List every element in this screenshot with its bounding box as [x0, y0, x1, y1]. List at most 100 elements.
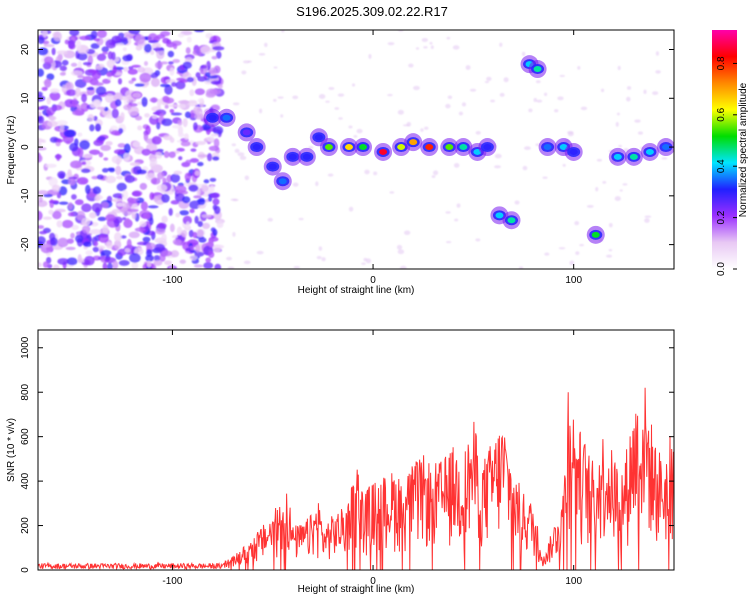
spectrogram-noise-dot — [619, 189, 623, 192]
spectrogram-noise-dot — [280, 114, 284, 118]
spectrogram-noise-blob — [169, 108, 175, 114]
spectrogram-noise-dot — [397, 109, 404, 115]
spectrogram-noise-blob — [142, 212, 151, 220]
spectrogram-noise-dot — [445, 103, 451, 109]
spectrogram-noise-dot — [567, 131, 574, 137]
spectrogram-noise-blob — [69, 30, 80, 37]
spectrogram-y-tick-label: -20 — [20, 237, 31, 252]
spectrogram-noise-blob — [180, 141, 191, 147]
spectrogram-noise-blob — [159, 113, 164, 118]
spectrogram-noise-blob — [177, 132, 185, 138]
spectrogram-noise-dot — [617, 65, 621, 71]
snr-x-tick-label: -100 — [162, 576, 182, 587]
spectrogram-noise-dot — [433, 170, 439, 176]
spectrogram-noise-blob — [128, 80, 134, 84]
ridge-core — [459, 144, 468, 151]
spectrogram-noise-blob — [145, 125, 151, 135]
spectrogram-noise-blob — [124, 248, 131, 253]
spectrogram-noise-blob — [100, 201, 109, 209]
spectrogram-noise-blob — [153, 259, 163, 266]
spectrogram-noise-blob — [75, 87, 81, 97]
spectrogram-noise-dot — [521, 51, 526, 57]
spectrogram-noise-blob — [112, 260, 119, 269]
spectrogram-noise-dot — [232, 102, 240, 106]
spectrogram-noise-blob — [66, 89, 77, 97]
spectrogram-noise-blob — [38, 106, 45, 111]
spectrogram-noise-dot — [316, 255, 322, 260]
spectrogram-noise-blob — [194, 88, 205, 96]
spectrogram-noise-blob — [113, 208, 121, 213]
spectrogram-noise-blob — [193, 264, 204, 268]
spectrogram-noise-dot — [315, 181, 319, 187]
spectrogram-noise-dot — [353, 135, 358, 138]
spectrogram-noise-blob — [89, 212, 97, 219]
spectrogram-noise-blob — [65, 246, 76, 251]
spectrogram-noise-dot — [337, 93, 345, 97]
spectrogram-noise-dot — [259, 108, 263, 114]
spectrogram-noise-blob — [161, 193, 170, 203]
spectrogram-noise-blob — [59, 65, 67, 72]
spectrogram-noise-blob — [178, 156, 183, 161]
spectrogram-noise-blob — [107, 262, 113, 269]
spectrogram-noise-blob — [185, 221, 191, 230]
spectrogram-noise-blob — [155, 151, 163, 159]
spectrogram-noise-blob — [178, 103, 186, 109]
spectrogram-noise-blob — [201, 214, 212, 218]
spectrogram-noise-blob — [164, 104, 169, 109]
spectrogram-noise-dot — [494, 165, 501, 169]
spectrogram-noise-blob — [90, 30, 98, 39]
spectrogram-noise-dot — [415, 47, 420, 50]
spectrogram-noise-blob — [194, 170, 200, 176]
spectrogram-noise-blob — [92, 255, 102, 261]
spectrogram-noise-blob — [112, 64, 117, 75]
spectrogram-noise-blob — [38, 190, 49, 195]
spectrogram-noise-blob — [81, 203, 92, 213]
spectrogram-noise-blob — [57, 258, 69, 265]
spectrogram-noise-blob — [87, 114, 95, 122]
spectrogram-noise-blob — [131, 262, 139, 269]
spectrogram-noise-dot — [579, 244, 584, 247]
spectrogram-noise-dot — [273, 98, 277, 102]
spectrogram-noise-blob — [68, 178, 76, 186]
spectrogram-noise-blob — [43, 56, 54, 65]
ridge-core — [222, 114, 231, 121]
ridge-core — [445, 144, 454, 151]
spectrogram-noise-blob — [193, 106, 201, 115]
ridge-core — [661, 144, 670, 151]
spectrogram-noise-blob — [169, 137, 175, 143]
spectrogram-noise-blob — [167, 50, 175, 58]
spectrogram-noise-blob — [141, 97, 148, 107]
spectrogram-noise-blob — [126, 238, 132, 249]
spectrogram-noise-dot — [486, 76, 492, 81]
spectrogram-noise-blob — [149, 158, 158, 166]
spectrogram-noise-dot — [348, 206, 354, 212]
spectrogram-noise-blob — [188, 229, 194, 238]
spectrogram-noise-dot — [600, 88, 605, 93]
spectrogram-noise-dot — [454, 218, 459, 222]
spectrogram-noise-blob — [89, 124, 95, 132]
spectrogram-noise-blob — [148, 40, 159, 44]
spectrogram-noise-blob — [116, 175, 123, 180]
spectrogram-noise-dot — [421, 37, 428, 42]
spectrogram-noise-blob — [184, 111, 191, 119]
spectrogram-noise-blob — [51, 184, 61, 192]
spectrogram-noise-blob — [170, 173, 181, 183]
spectrogram-noise-blob — [56, 50, 68, 55]
spectrogram-noise-blob — [90, 43, 100, 49]
spectrogram-noise-blob — [179, 79, 189, 83]
spectrogram-noise-blob — [137, 66, 146, 73]
ridge-core — [359, 144, 368, 151]
spectrogram-noise-blob — [115, 43, 125, 47]
spectrogram-noise-dot — [542, 176, 548, 179]
spectrogram-y-tick-label: -10 — [20, 188, 31, 203]
colorbar-tick-label: 0.8 — [716, 56, 727, 70]
spectrogram-noise-blob — [70, 160, 83, 169]
spectrogram-noise-blob — [212, 244, 222, 253]
spectrogram-noise-blob — [93, 99, 102, 108]
spectrogram-noise-blob — [120, 95, 127, 101]
spectrogram-noise-blob — [120, 235, 127, 239]
colorbar-ticks: 0.0 0.2 0.4 0.6 0.8 — [716, 56, 737, 276]
spectrogram-noise-blob — [212, 125, 224, 135]
spectrogram-noise-dot — [423, 46, 428, 49]
spectrogram-noise-blob — [129, 252, 141, 263]
